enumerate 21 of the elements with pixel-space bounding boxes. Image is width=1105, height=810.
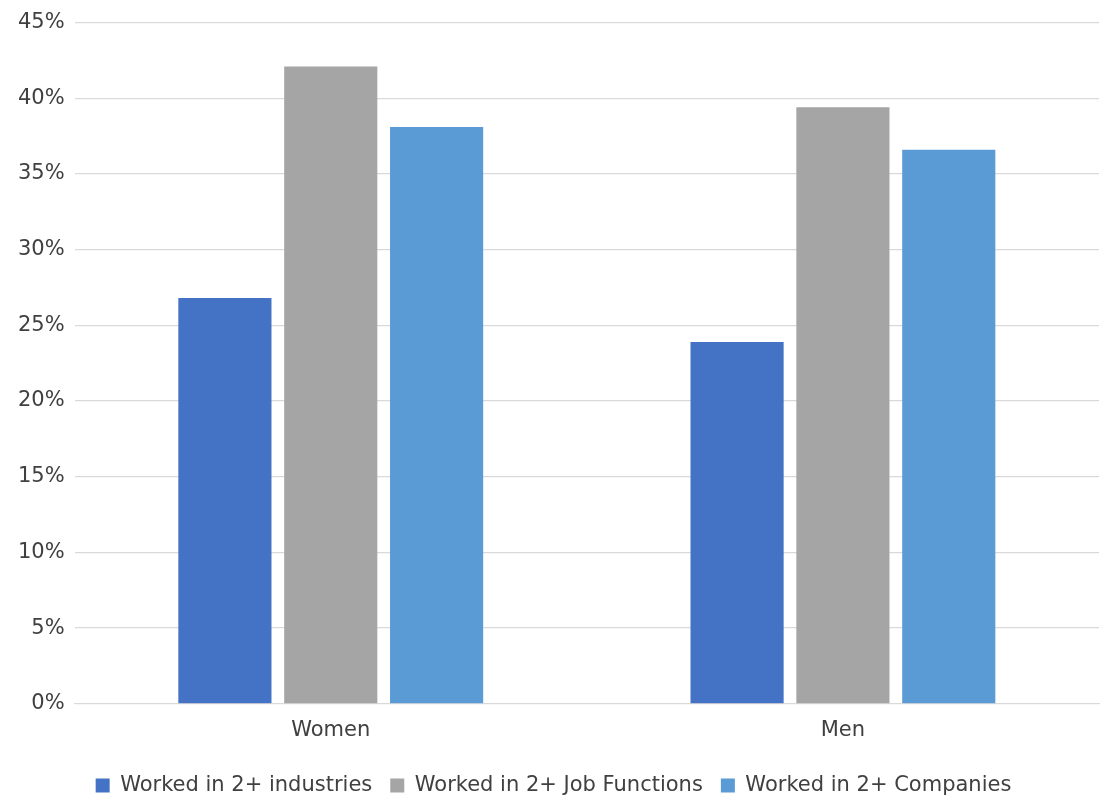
y-tick-label: 0%	[31, 690, 65, 715]
y-tick-label: 45%	[17, 9, 65, 34]
y-tick-label: 5%	[31, 614, 65, 639]
legend-label: Worked in 2+ Job Functions	[414, 771, 703, 796]
x-tick-label: Women	[291, 716, 371, 741]
bar	[284, 66, 378, 704]
y-tick-label: 40%	[17, 84, 65, 109]
y-tick-label: 20%	[17, 387, 65, 412]
bar	[902, 149, 996, 704]
y-tick-label: 35%	[17, 160, 65, 185]
y-tick-label: 15%	[17, 463, 65, 488]
bar	[796, 107, 890, 704]
y-tick-label: 25%	[17, 311, 65, 336]
bar	[390, 127, 484, 704]
y-tick-label: 10%	[17, 538, 65, 563]
bar	[690, 342, 784, 704]
x-tick-label: Men	[820, 716, 866, 741]
legend-label: Worked in 2+ industries	[120, 771, 373, 796]
legend-label: Worked in 2+ Companies	[745, 771, 1012, 796]
bar	[178, 298, 272, 704]
y-tick-label: 30%	[17, 236, 65, 261]
